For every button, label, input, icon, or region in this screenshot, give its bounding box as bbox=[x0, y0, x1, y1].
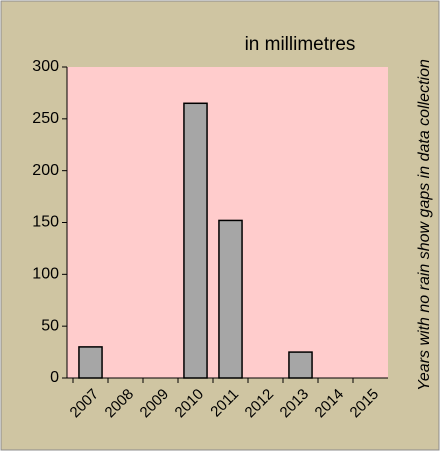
y-tick-label: 250 bbox=[32, 110, 59, 127]
annotation: Years with no rain show gaps in data col… bbox=[416, 59, 433, 391]
y-tick-label: 0 bbox=[50, 369, 59, 386]
y-tick-label: 200 bbox=[32, 162, 59, 179]
bar bbox=[183, 102, 208, 379]
y-tick-label: 150 bbox=[32, 214, 59, 231]
bar bbox=[218, 219, 243, 379]
y-tick-label: 300 bbox=[32, 58, 59, 75]
y-tick-label: 100 bbox=[32, 266, 59, 283]
y-tick-label: 50 bbox=[41, 317, 59, 334]
bar bbox=[288, 351, 313, 379]
bar bbox=[78, 346, 103, 379]
chart-title: in millimetres bbox=[245, 34, 356, 55]
